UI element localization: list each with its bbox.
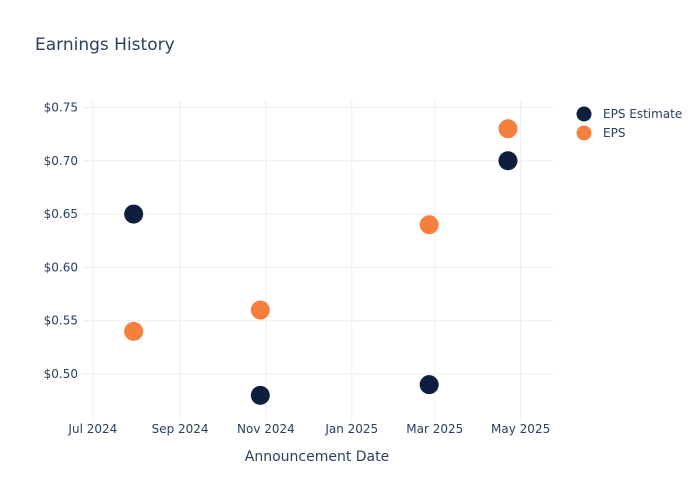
data-point[interactable]: [124, 321, 144, 341]
y-tick-label: $0.65: [44, 207, 78, 221]
legend[interactable]: EPS Estimate EPS: [576, 106, 683, 141]
x-tick-label: Jan 2025: [324, 422, 378, 436]
x-tick-label: Jul 2024: [67, 422, 117, 436]
data-point[interactable]: [419, 375, 439, 395]
y-axis-ticks: $0.50 $0.55 $0.60 $0.65 $0.70 $0.75: [44, 100, 78, 381]
data-point[interactable]: [498, 151, 518, 171]
data-point[interactable]: [250, 300, 270, 320]
legend-marker: [576, 125, 592, 141]
series-eps: [124, 119, 518, 341]
y-tick-label: $0.75: [44, 100, 78, 114]
x-tick-label: Sep 2024: [152, 422, 209, 436]
grid-layer: [83, 100, 553, 422]
y-tick-label: $0.55: [44, 314, 78, 328]
x-tick-label: May 2025: [491, 422, 550, 436]
y-tick-label: $0.50: [44, 367, 78, 381]
data-points: [124, 119, 518, 405]
x-axis-ticks: Jul 2024 Sep 2024 Nov 2024 Jan 2025 Mar 2025…: [67, 422, 550, 436]
data-point[interactable]: [498, 119, 518, 139]
x-tick-label: Nov 2024: [237, 422, 295, 436]
legend-label: EPS Estimate: [603, 107, 682, 121]
legend-item[interactable]: EPS: [576, 125, 626, 141]
y-tick-label: $0.60: [44, 260, 78, 274]
data-point[interactable]: [250, 385, 270, 405]
series-eps-estimate: [124, 151, 518, 405]
legend-label: EPS: [603, 126, 625, 140]
x-axis-title: Announcement Date: [245, 449, 389, 465]
legend-item[interactable]: EPS Estimate: [576, 106, 683, 122]
y-tick-label: $0.70: [44, 154, 78, 168]
x-tick-label: Mar 2025: [406, 422, 463, 436]
data-point[interactable]: [124, 204, 144, 224]
chart-title: Earnings History: [35, 35, 175, 55]
legend-marker: [576, 106, 592, 122]
data-point[interactable]: [419, 215, 439, 235]
